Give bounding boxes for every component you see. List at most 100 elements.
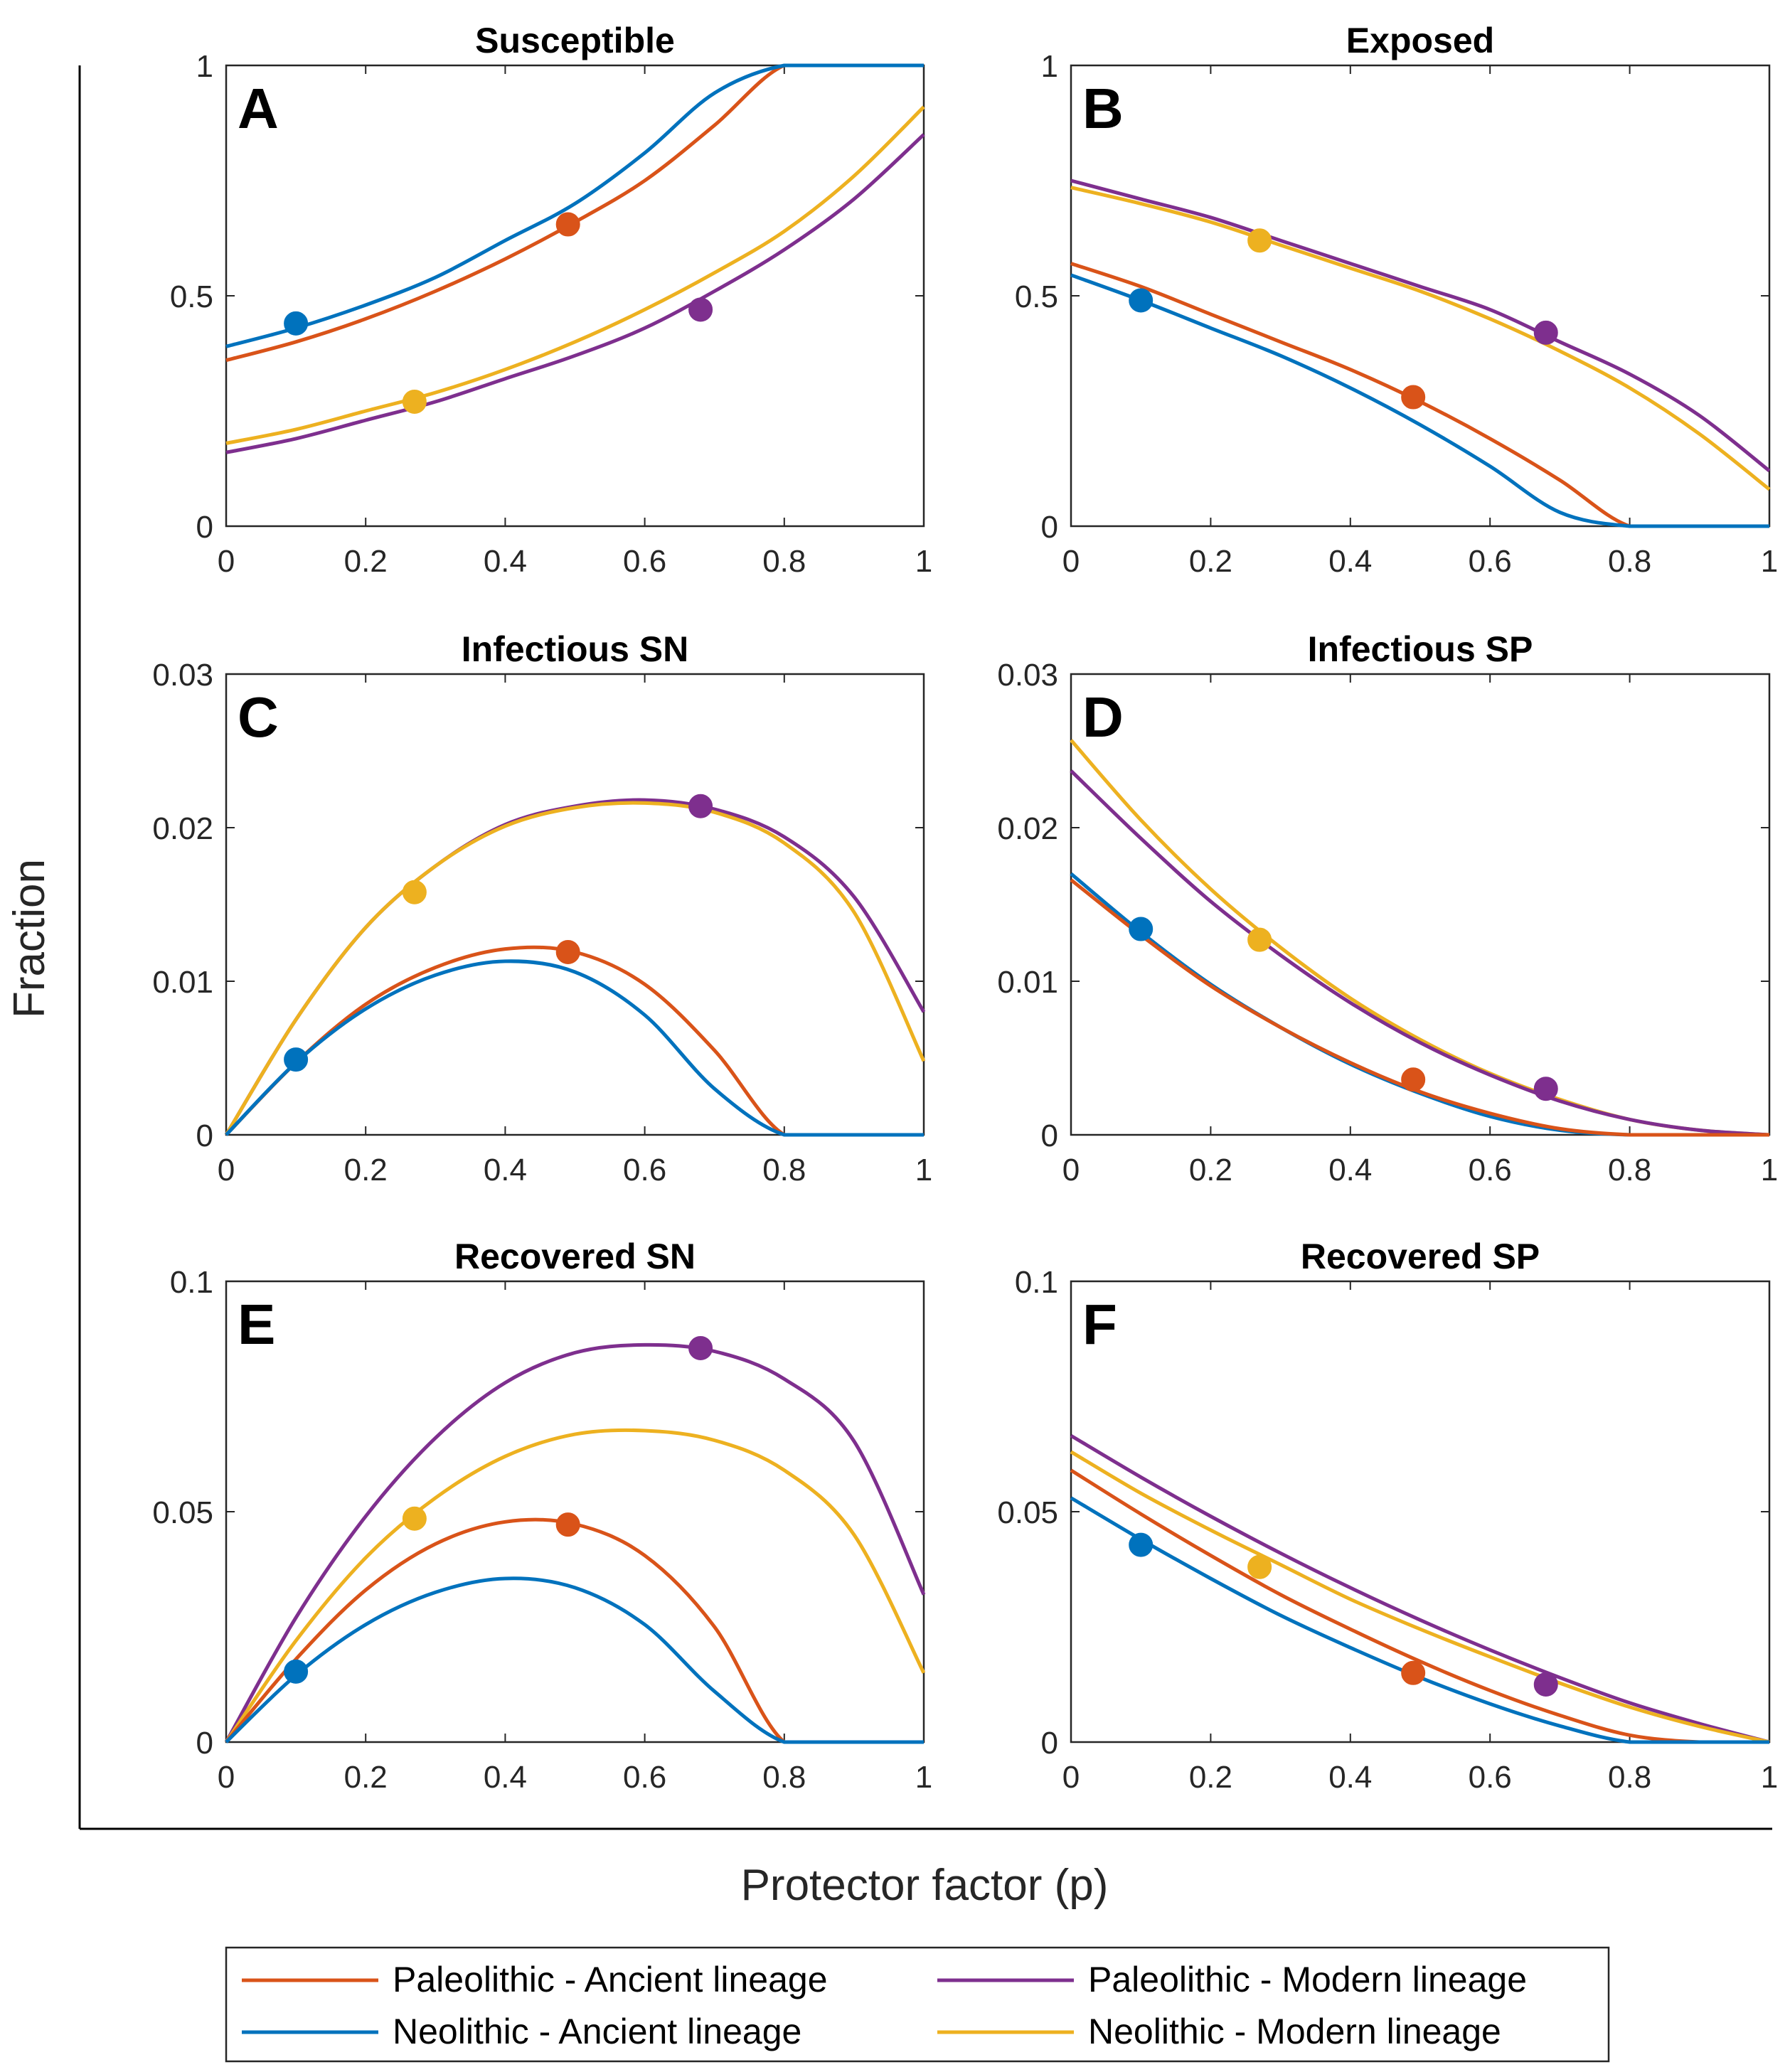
panel-a-marker-paleolithic-modern-lineage <box>688 297 713 322</box>
panel-e-ytick-label: 0.1 <box>170 1265 213 1300</box>
legend-label-neolithic-ancient: Neolithic - Ancient lineage <box>393 2012 801 2051</box>
panel-a-marker-paleolithic-ancient-lineage <box>555 212 580 237</box>
panel-a-xtick-label: 0.2 <box>344 544 388 579</box>
panel-d-marker-paleolithic-ancient-lineage <box>1401 1067 1426 1092</box>
panel-b-xtick-label: 0 <box>1062 544 1080 579</box>
panel-f-xtick-label: 0.6 <box>1469 1760 1512 1795</box>
panel-b-title: Exposed <box>1346 21 1494 60</box>
panel-c-xtick-label: 0 <box>218 1153 235 1187</box>
panel-a-title: Susceptible <box>475 21 675 60</box>
panel-b-plot-frame <box>1070 64 1771 528</box>
panel-e-ytick-label: 0 <box>196 1726 213 1761</box>
panel-e-marker-paleolithic-modern-lineage <box>688 1335 713 1360</box>
panel-d-plot-frame <box>1070 673 1771 1136</box>
panel-c-ytick-label: 0.02 <box>152 811 213 846</box>
panel-e-marker-paleolithic-ancient-lineage <box>555 1512 580 1537</box>
panel-c-marker-paleolithic-ancient-lineage <box>555 939 580 964</box>
panel-b-ytick-label: 1 <box>1041 49 1058 84</box>
panel-d-marker-paleolithic-modern-lineage <box>1533 1077 1558 1101</box>
panel-f-title: Recovered SP <box>1301 1237 1540 1276</box>
panel-e-line-neolithic-ancient-lineage <box>225 1576 924 1744</box>
legend-box <box>225 1946 1610 2063</box>
panel-b-ytick-label: 0.5 <box>1015 279 1058 314</box>
panel-d-xtick-label: 0.2 <box>1189 1153 1232 1187</box>
panel-a-line-neolithic-ancient-lineage <box>225 63 924 348</box>
panel-b-line-neolithic-modern-lineage <box>1070 186 1771 491</box>
panel-b-line-paleolithic-modern-lineage <box>1070 178 1771 473</box>
legend: Paleolithic - Ancient lineage Paleolithi… <box>225 1946 1610 2063</box>
panel-a-xtick-label: 0.8 <box>762 544 806 579</box>
panel-f-ytick-label: 0 <box>1041 1726 1058 1761</box>
panel-d-xtick-label: 1 <box>1761 1153 1778 1187</box>
panel-d-ytick-label: 0.03 <box>997 658 1058 693</box>
panel-c-xtick-label: 1 <box>915 1153 932 1187</box>
panel-d-line-paleolithic-modern-lineage <box>1070 769 1770 1137</box>
panel-e-xtick-label: 0.4 <box>484 1760 527 1795</box>
panel-e-letter: E <box>238 1293 275 1356</box>
panel-e: 0 0.2 0.4 0.6 0.8 1 0 0.05 0.1 Recovered SN E <box>152 1237 932 1795</box>
panel-c: 0 0.2 0.4 0.6 0.8 1 0 0.01 0.02 0.03 Infectious SN… <box>152 629 932 1187</box>
panel-e-xtick-label: 0.2 <box>344 1760 388 1795</box>
panel-b-marker-neolithic-modern-lineage <box>1247 228 1272 253</box>
panel-b-xtick-label: 0.4 <box>1328 544 1372 579</box>
panel-a-xtick-label: 0.4 <box>484 544 527 579</box>
panel-d-ytick-label: 0.01 <box>997 965 1058 1000</box>
panel-d: 0 0.2 0.4 0.6 0.8 1 0 0.01 0.02 0.03 Infectious SP… <box>997 629 1778 1187</box>
panel-d-ytick-label: 0.02 <box>997 811 1058 846</box>
panel-c-ytick-label: 0 <box>196 1118 213 1153</box>
panel-f-marker-paleolithic-ancient-lineage <box>1401 1660 1426 1685</box>
panel-f: 0 0.2 0.4 0.6 0.8 1 0 0.05 0.1 Recovered SP F <box>997 1237 1778 1795</box>
figure-ylabel: Fraction <box>5 859 54 1018</box>
panel-e-xtick-label: 0 <box>218 1760 235 1795</box>
panel-e-xtick-label: 0.6 <box>623 1760 666 1795</box>
panel-c-xtick-label: 0.8 <box>762 1153 806 1187</box>
panel-c-xtick-label: 0.4 <box>484 1153 527 1187</box>
panel-d-xtick-label: 0.8 <box>1608 1153 1651 1187</box>
panel-d-xtick-label: 0.4 <box>1328 1153 1372 1187</box>
panel-c-plot-frame <box>225 673 925 1136</box>
panel-e-marker-neolithic-ancient-lineage <box>284 1659 309 1684</box>
panel-b-letter: B <box>1082 77 1124 140</box>
panel-f-xtick-label: 0.2 <box>1189 1760 1232 1795</box>
panel-c-line-neolithic-modern-lineage <box>224 801 926 1136</box>
panels-layer: 0 0.2 0.4 0.6 0.8 1 0 0.5 1 Susceptible A 0 0.2 0.4 0.… <box>152 21 1778 1795</box>
panel-d-letter: D <box>1082 685 1124 749</box>
panel-d-ytick-label: 0 <box>1041 1118 1058 1153</box>
panel-d-xtick-label: 0 <box>1062 1153 1080 1187</box>
panel-e-line-paleolithic-modern-lineage <box>224 1342 926 1743</box>
panel-c-line-neolithic-ancient-lineage <box>225 959 924 1137</box>
panel-a-ytick-label: 0 <box>196 510 213 545</box>
legend-label-paleolithic-modern: Paleolithic - Modern lineage <box>1088 1960 1527 1999</box>
panel-e-title: Recovered SN <box>454 1237 696 1276</box>
panel-b-xtick-label: 1 <box>1761 544 1778 579</box>
panel-a-line-paleolithic-modern-lineage <box>225 133 925 454</box>
panel-a-xtick-label: 0.6 <box>623 544 666 579</box>
panel-f-marker-neolithic-ancient-lineage <box>1129 1532 1154 1557</box>
panel-c-marker-neolithic-modern-lineage <box>402 880 427 904</box>
panel-b-ytick-label: 0 <box>1041 510 1058 545</box>
panel-c-title: Infectious SN <box>462 629 688 669</box>
panel-b-xtick-label: 0.8 <box>1608 544 1651 579</box>
panel-d-marker-neolithic-modern-lineage <box>1247 927 1272 952</box>
panel-c-marker-neolithic-ancient-lineage <box>284 1047 309 1072</box>
panel-b-marker-paleolithic-modern-lineage <box>1533 320 1558 345</box>
panel-c-marker-paleolithic-modern-lineage <box>688 794 713 818</box>
panel-a: 0 0.2 0.4 0.6 0.8 1 0 0.5 1 Susceptible A <box>170 21 932 579</box>
legend-label-paleolithic-ancient: Paleolithic - Ancient lineage <box>393 1960 828 1999</box>
panel-f-letter: F <box>1082 1293 1117 1356</box>
panel-c-letter: C <box>238 685 279 749</box>
panel-d-xtick-label: 0.6 <box>1469 1153 1512 1187</box>
panel-f-xtick-label: 0.8 <box>1608 1760 1651 1795</box>
panel-f-xtick-label: 1 <box>1761 1760 1778 1795</box>
panel-b-marker-paleolithic-ancient-lineage <box>1401 385 1426 410</box>
panel-f-line-paleolithic-modern-lineage <box>1070 1433 1770 1744</box>
panel-d-title: Infectious SP <box>1308 629 1533 669</box>
panel-c-xtick-label: 0.6 <box>623 1153 666 1187</box>
panel-a-marker-neolithic-ancient-lineage <box>284 311 309 336</box>
panel-b: 0 0.2 0.4 0.6 0.8 1 0 0.5 1 Exposed B <box>1015 21 1778 579</box>
panel-b-line-neolithic-ancient-lineage <box>1070 273 1769 528</box>
panel-a-letter: A <box>238 77 279 140</box>
panel-a-plot-frame <box>225 64 925 528</box>
panel-a-ytick-label: 0.5 <box>170 279 213 314</box>
panel-c-ytick-label: 0.01 <box>152 965 213 1000</box>
